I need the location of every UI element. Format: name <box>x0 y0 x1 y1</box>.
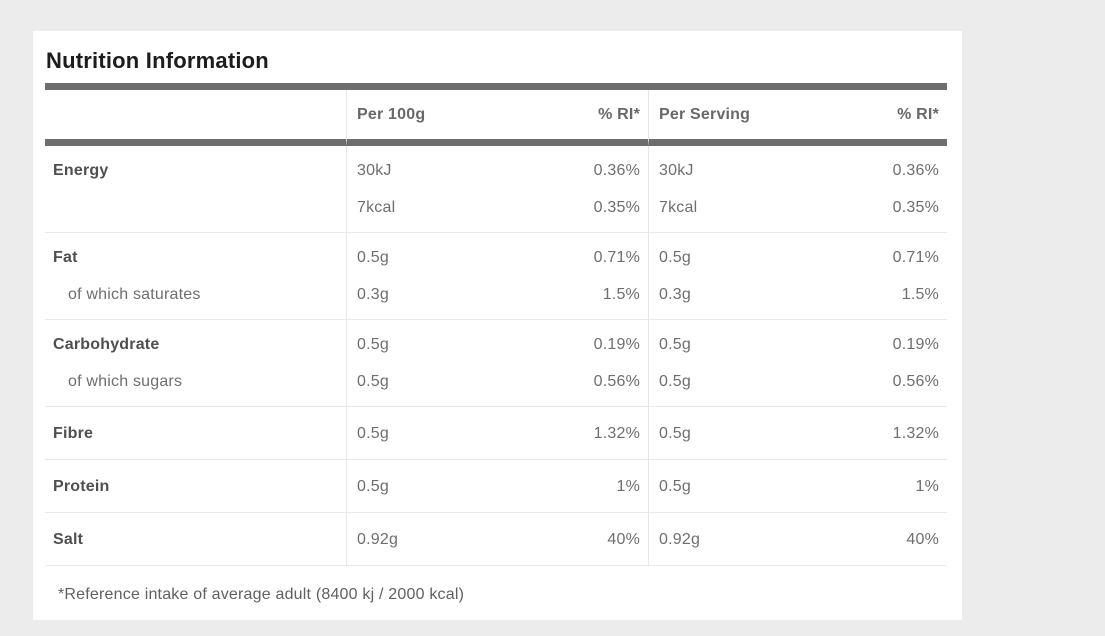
nutrition-card: Nutrition Information Per 100g % RI* Per… <box>33 31 962 620</box>
per-100g-value: 0.5g <box>346 363 500 407</box>
table-row-energy-kcal: 7kcal 0.35% 7kcal 0.35% <box>45 189 947 233</box>
row-label: Fibre <box>45 407 346 460</box>
nutrition-table: Per 100g % RI* Per Serving % RI* Energy … <box>45 90 947 566</box>
ri-serving-value: 0.35% <box>795 189 947 233</box>
table-row-fat: Fat 0.5g 0.71% 0.5g 0.71% <box>45 233 947 276</box>
per-serving-value: 0.92g <box>648 513 795 566</box>
row-sub-label: of which sugars <box>45 363 346 407</box>
table-row-salt: Salt 0.92g 40% 0.92g 40% <box>45 513 947 566</box>
per-serving-value: 0.5g <box>648 407 795 460</box>
per-serving-value: 30kJ <box>648 146 795 189</box>
ri-100g-value: 0.19% <box>593 336 640 353</box>
row-sub-label: of which saturates <box>45 276 346 320</box>
ri-100g-value: 1.32% <box>500 407 648 460</box>
ri-100g-value: 0.56% <box>500 363 648 407</box>
per-100g-value: 0.5g <box>346 407 500 460</box>
reference-intake-footnote: *Reference intake of average adult (8400… <box>58 586 465 603</box>
row-label: Fat <box>53 249 78 266</box>
ri-100g-value: 40% <box>500 513 648 566</box>
per-100g-value: 0.5g <box>346 233 500 276</box>
ri-100g-value: 1.5% <box>500 276 648 320</box>
page-title: Nutrition Information <box>46 48 269 73</box>
ri-serving-value: 0.19% <box>892 336 939 353</box>
table-header-row: Per 100g % RI* Per Serving % RI* <box>45 90 947 146</box>
per-serving-value: 7kcal <box>648 189 795 233</box>
per-100g-value: 0.5g <box>346 460 500 513</box>
per-serving-value: 0.5g <box>648 233 795 276</box>
table-row-saturates: of which saturates 0.3g 1.5% 0.3g 1.5% <box>45 276 947 320</box>
per-serving-value: 0.5g <box>648 460 795 513</box>
per-serving-value: 0.3g <box>648 276 795 320</box>
header-blank <box>45 90 346 146</box>
header-per-100g: Per 100g <box>346 90 500 146</box>
ri-100g-value: 1% <box>500 460 648 513</box>
row-label: Carbohydrate <box>53 336 160 353</box>
ri-serving-value: 0.36% <box>892 162 939 179</box>
ri-serving-value: 1% <box>795 460 947 513</box>
per-100g-value: 7kcal <box>346 189 500 233</box>
per-100g-value: 0.92g <box>346 513 500 566</box>
row-label: Protein <box>45 460 346 513</box>
row-label: Energy <box>53 162 109 179</box>
per-serving-value: 0.5g <box>648 320 795 363</box>
per-100g-value: 30kJ <box>346 146 500 189</box>
ri-serving-value: 1.5% <box>795 276 947 320</box>
table-row-energy: Energy 30kJ 0.36% 30kJ 0.36% <box>45 146 947 189</box>
ri-serving-value: 1.32% <box>795 407 947 460</box>
ri-serving-value: 0.71% <box>892 249 939 266</box>
title-underline-bar <box>45 83 947 90</box>
table-row-protein: Protein 0.5g 1% 0.5g 1% <box>45 460 947 513</box>
row-label <box>45 189 346 233</box>
header-per-serving: Per Serving <box>648 90 795 146</box>
row-label: Salt <box>45 513 346 566</box>
table-row-carbohydrate: Carbohydrate 0.5g 0.19% 0.5g 0.19% <box>45 320 947 363</box>
per-100g-value: 0.3g <box>346 276 500 320</box>
ri-serving-value: 40% <box>795 513 947 566</box>
table-row-sugars: of which sugars 0.5g 0.56% 0.5g 0.56% <box>45 363 947 407</box>
ri-100g-value: 0.71% <box>593 249 640 266</box>
per-100g-value: 0.5g <box>346 320 500 363</box>
ri-serving-value: 0.56% <box>795 363 947 407</box>
header-ri-100g: % RI* <box>500 90 648 146</box>
ri-100g-value: 0.36% <box>593 162 640 179</box>
per-serving-value: 0.5g <box>648 363 795 407</box>
header-ri-serving: % RI* <box>795 90 947 146</box>
table-row-fibre: Fibre 0.5g 1.32% 0.5g 1.32% <box>45 407 947 460</box>
ri-100g-value: 0.35% <box>500 189 648 233</box>
